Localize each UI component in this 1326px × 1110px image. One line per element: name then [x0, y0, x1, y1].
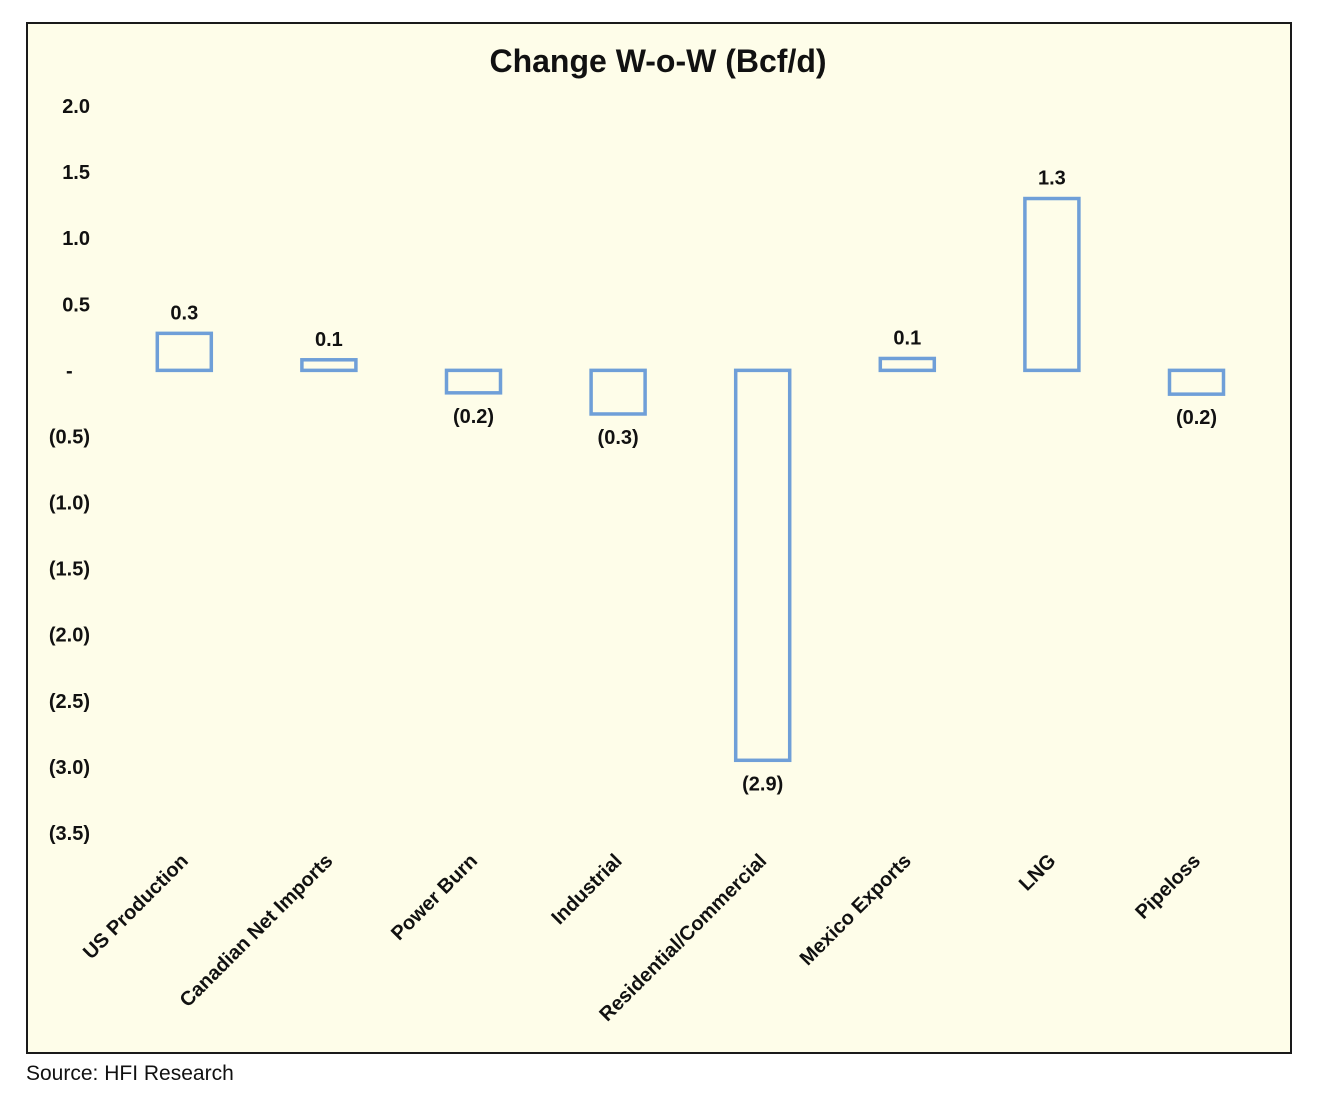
chart-title: Change W-o-W (Bcf/d): [489, 43, 826, 79]
data-label: (2.9): [742, 773, 783, 795]
y-tick-label: 1.5: [62, 162, 90, 184]
x-tick-label: LNG: [1015, 850, 1060, 895]
bars: [155, 196, 1226, 763]
x-tick-label: Residential/Commercial: [595, 850, 771, 1026]
y-tick-label: (2.5): [49, 691, 90, 713]
bar: [1167, 368, 1226, 396]
data-label: (0.2): [1176, 407, 1217, 429]
x-tick-label: Pipeloss: [1131, 850, 1205, 924]
x-tick-label: Canadian Net Imports: [176, 850, 338, 1012]
data-label: 0.3: [170, 302, 198, 324]
y-tick-label: (3.0): [49, 757, 90, 779]
y-tick-label: 2.0: [62, 96, 90, 118]
data-label: 0.1: [893, 327, 921, 349]
data-label: (0.2): [453, 406, 494, 428]
chart-frame: [26, 22, 1292, 1054]
data-label: 0.1: [315, 329, 343, 351]
y-tick-label: (1.0): [49, 493, 90, 515]
x-tick-label: Mexico Exports: [796, 850, 916, 970]
bar: [444, 368, 503, 395]
y-tick-label: -: [66, 360, 73, 382]
y-tick-label: 0.5: [62, 294, 90, 316]
x-tick-label: US Production: [79, 850, 193, 964]
bar: [155, 331, 214, 373]
x-tick-label: Power Burn: [387, 850, 482, 945]
y-tick-label: (3.5): [49, 823, 90, 845]
bar: [733, 368, 792, 763]
source-note: Source: HFI Research: [26, 1062, 234, 1085]
data-labels: 0.3 0.1 (0.2) (0.3) (2.9) 0.1 1.3 (0.2): [170, 168, 1217, 796]
y-tick-label: (0.5): [49, 426, 90, 448]
bar: [1023, 196, 1081, 373]
y-axis-ticks: 2.0 1.5 1.0 0.5 - (0.5) (1.0) (1.5) (2.0) (2.5) (3…: [49, 96, 90, 845]
y-tick-label: (1.5): [49, 559, 90, 581]
bar: [589, 368, 647, 416]
y-tick-label: (2.0): [49, 625, 90, 647]
data-label: 1.3: [1038, 168, 1066, 190]
bar: [878, 356, 937, 373]
x-tick-label: Industrial: [547, 850, 626, 929]
data-label: (0.3): [598, 427, 639, 449]
bar: [300, 358, 358, 373]
y-tick-label: 1.0: [62, 228, 90, 250]
